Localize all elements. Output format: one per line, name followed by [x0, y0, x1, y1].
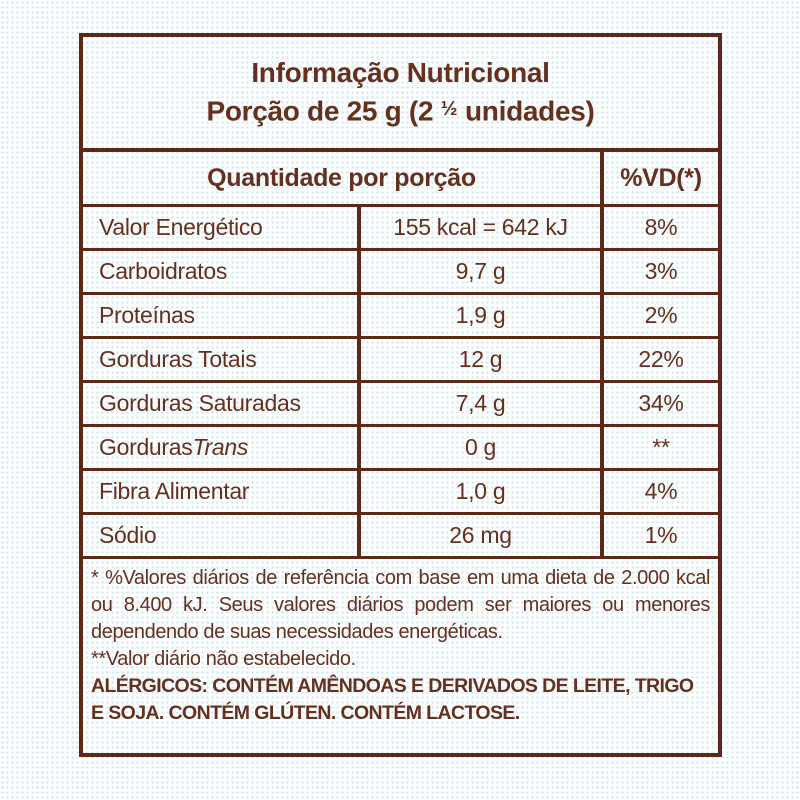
nutrient-row-protein: Proteínas 1,9 g 2%	[83, 295, 718, 339]
nutrient-row-energy: Valor Energético 155 kcal = 642 kJ 8%	[83, 207, 718, 251]
nutrient-row-saturated-fat: Gorduras Saturadas 7,4 g 34%	[83, 383, 718, 427]
nutrient-name: Fibra Alimentar	[99, 478, 250, 504]
footnote-daily-values: * %Valores diários de referência com bas…	[91, 567, 710, 643]
nutrient-amount: 7,4 g	[357, 383, 600, 424]
nutrient-name: Sódio	[99, 522, 157, 548]
label-title: Informação Nutricional	[251, 57, 550, 89]
nutrient-amount: 1,0 g	[357, 471, 600, 512]
label-header: Informação Nutricional Porção de 25 g (2…	[83, 37, 718, 152]
nutrient-amount: 12 g	[357, 339, 600, 380]
column-header-quantity: Quantidade por porção	[207, 163, 476, 192]
nutrient-row-trans-fat: Gorduras Trans 0 g **	[83, 427, 718, 471]
nutrient-name: Carboidratos	[99, 258, 228, 284]
nutrient-dv: 3%	[600, 251, 718, 292]
serving-size-suffix: unidades)	[457, 95, 595, 127]
nutrient-amount: 1,9 g	[357, 295, 600, 336]
nutrient-dv: 2%	[600, 295, 718, 336]
serving-size-fraction: ½	[440, 98, 458, 121]
footnote-not-established: **Valor diário não estabelecido.	[91, 648, 356, 670]
serving-size-prefix: Porção de 25 g (2	[206, 95, 441, 127]
nutrient-amount: 9,7 g	[357, 251, 600, 292]
footnotes-section: * %Valores diários de referência com bas…	[83, 559, 718, 753]
nutrient-dv: **	[600, 427, 718, 468]
nutrient-row-sodium: Sódio 26 mg 1%	[83, 515, 718, 559]
allergen-statement: ALÉRGICOS: CONTÉM AMÊNDOAS E DERIVADOS D…	[91, 675, 694, 724]
nutrient-amount: 0 g	[357, 427, 600, 468]
nutrient-name: Gorduras Trans	[99, 434, 249, 460]
nutrient-row-total-fat: Gorduras Totais 12 g 22%	[83, 339, 718, 383]
nutrient-dv: 34%	[600, 383, 718, 424]
nutrient-amount: 26 mg	[357, 515, 600, 556]
nutrient-row-fiber: Fibra Alimentar 1,0 g 4%	[83, 471, 718, 515]
serving-size: Porção de 25 g (2 ½ unidades)	[206, 91, 594, 130]
nutrient-dv: 22%	[600, 339, 718, 380]
nutrient-dv: 1%	[600, 515, 718, 556]
nutrient-row-carbs: Carboidratos 9,7 g 3%	[83, 251, 718, 295]
nutrient-name: Valor Energético	[99, 214, 263, 240]
column-header-dv: %VD(*)	[600, 152, 718, 204]
nutrient-dv: 4%	[600, 471, 718, 512]
nutrition-label: Informação Nutricional Porção de 25 g (2…	[79, 33, 722, 757]
nutrient-amount: 155 kcal = 642 kJ	[357, 207, 600, 248]
table-header-row: Quantidade por porção %VD(*)	[83, 152, 718, 207]
nutrient-dv: 8%	[600, 207, 718, 248]
nutrient-name: Proteínas	[99, 302, 195, 328]
nutrient-name: Gorduras Saturadas	[99, 390, 301, 416]
nutrient-name: Gorduras Totais	[99, 346, 257, 372]
